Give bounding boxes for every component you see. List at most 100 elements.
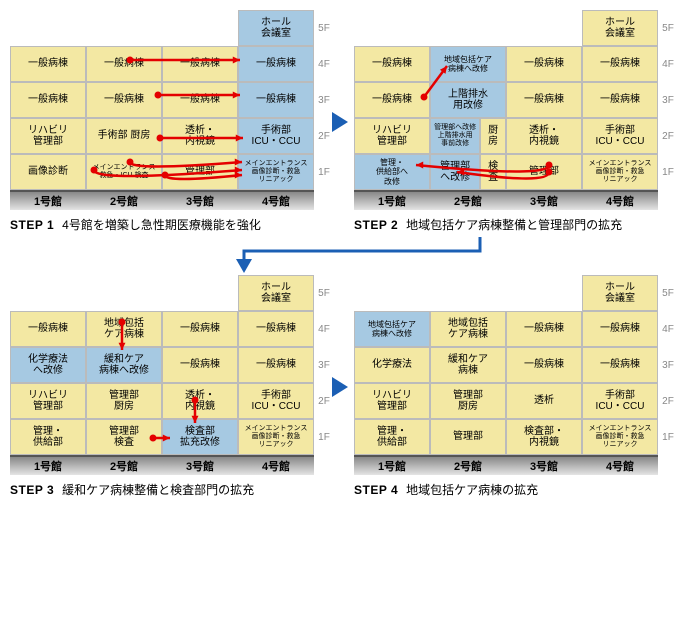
cell: 透析・ 内視鏡 xyxy=(162,118,238,154)
building-label: 3号館 xyxy=(506,455,582,475)
cell: 透析・ 内視鏡 xyxy=(162,383,238,419)
building-label: 1号館 xyxy=(10,455,86,475)
building-label: 4号館 xyxy=(238,190,314,210)
step-title: 地域包括ケア病棟整備と管理部門の拡充 xyxy=(406,218,622,232)
cell: 化学療法 へ改修 xyxy=(10,347,86,383)
cell: 一般病棟 xyxy=(162,46,238,82)
cell: ホール 会議室 xyxy=(238,10,314,46)
step-caption: STEP 1 4号館を増築し急性期医療機能を強化 xyxy=(10,216,320,233)
cell: 管理部 xyxy=(506,154,582,190)
cell: 管理部 厨房 xyxy=(86,383,162,419)
step-4: ホール 会議室地域包括ケア 病棟へ改修地域包括 ケア病棟一般病棟一般病棟化学療法… xyxy=(354,275,664,498)
cell: リハビリ 管理部 xyxy=(10,118,86,154)
step-number: STEP 3 xyxy=(10,483,54,497)
cell: 一般病棟 xyxy=(162,347,238,383)
cell: 地域包括ケア 病棟へ改修 xyxy=(430,46,506,82)
cell: 管理部 へ改修 xyxy=(430,154,480,190)
cell: 手術部 ICU・CCU xyxy=(582,118,658,154)
building-label: 2号館 xyxy=(430,455,506,475)
cell: 管理・ 供給部へ 改修 xyxy=(354,154,430,190)
building-label: 4号館 xyxy=(238,455,314,475)
step-number: STEP 1 xyxy=(10,218,54,232)
building-label: 1号館 xyxy=(354,455,430,475)
cell: 一般病棟 xyxy=(86,82,162,118)
cell: ホール 会議室 xyxy=(238,275,314,311)
cell: 一般病棟 xyxy=(86,46,162,82)
cell: 検 査 xyxy=(480,154,506,190)
cell: 管理部へ改修 上階排水用 事前改修 xyxy=(430,118,480,154)
cell: 一般病棟 xyxy=(354,46,430,82)
step-title: 緩和ケア病棟整備と検査部門の拡充 xyxy=(62,483,254,497)
cell: 透析・ 内視鏡 xyxy=(506,118,582,154)
building-label: 2号館 xyxy=(86,455,162,475)
cell: 一般病棟 xyxy=(506,347,582,383)
cell: 管理・ 供給部 xyxy=(354,419,430,455)
cell: 一般病棟 xyxy=(582,46,658,82)
cell: 手術部 ICU・CCU xyxy=(238,118,314,154)
steps-grid: ホール 会議室一般病棟一般病棟一般病棟一般病棟一般病棟一般病棟一般病棟一般病棟リ… xyxy=(10,10,670,498)
cell: 上階排水 用改修 xyxy=(430,82,506,118)
cell: メインエントランス 画像診断・救急 リニアック xyxy=(582,154,658,190)
cell: 化学療法 xyxy=(354,347,430,383)
cell: 手術部 厨房 xyxy=(86,118,162,154)
cell: リハビリ 管理部 xyxy=(10,383,86,419)
cell: 一般病棟 xyxy=(582,311,658,347)
separator-down xyxy=(10,233,670,275)
cell: 一般病棟 xyxy=(506,82,582,118)
cell: メインエントランス 画像診断・救急 リニアック xyxy=(238,419,314,455)
cell: 一般病棟 xyxy=(162,311,238,347)
floor-labels: 5F4F3F2F1F xyxy=(316,10,332,190)
building-label: 1号館 xyxy=(10,190,86,210)
building-label: 3号館 xyxy=(162,190,238,210)
cell: 手術部 ICU・CCU xyxy=(238,383,314,419)
step-number: STEP 4 xyxy=(354,483,398,497)
step-caption: STEP 4 地域包括ケア病棟の拡充 xyxy=(354,481,664,498)
step-title: 4号館を増築し急性期医療機能を強化 xyxy=(62,218,261,232)
cell: 透析 xyxy=(506,383,582,419)
cell: 一般病棟 xyxy=(238,82,314,118)
cell: メインエントランス 画像診断・救急 リニアック xyxy=(582,419,658,455)
cell: 一般病棟 xyxy=(506,311,582,347)
cell: 一般病棟 xyxy=(354,82,430,118)
cell: 管理・ 供給部 xyxy=(10,419,86,455)
floor-labels: 5F4F3F2F1F xyxy=(660,10,676,190)
cell: ホール 会議室 xyxy=(582,275,658,311)
cell: 検査部・ 内視鏡 xyxy=(506,419,582,455)
floor-labels: 5F4F3F2F1F xyxy=(316,275,332,455)
cell: 緩和ケア 病棟 xyxy=(430,347,506,383)
cell: 一般病棟 xyxy=(238,46,314,82)
building-grid: ホール 会議室地域包括ケア 病棟へ改修地域包括 ケア病棟一般病棟一般病棟化学療法… xyxy=(354,275,658,475)
cell: 地域包括 ケア病棟 xyxy=(86,311,162,347)
cell: 管理部 xyxy=(430,419,506,455)
cell: 厨 房 xyxy=(480,118,506,154)
cell: メインエントランス 画像診断・救急 リニアック xyxy=(238,154,314,190)
cell: 一般病棟 xyxy=(238,311,314,347)
building-label: 4号館 xyxy=(582,190,658,210)
cell: 地域包括ケア 病棟へ改修 xyxy=(354,311,430,347)
cell: 一般病棟 xyxy=(238,347,314,383)
building-label: 4号館 xyxy=(582,455,658,475)
step-title: 地域包括ケア病棟の拡充 xyxy=(406,483,538,497)
step-caption: STEP 3 緩和ケア病棟整備と検査部門の拡充 xyxy=(10,481,320,498)
step-1: ホール 会議室一般病棟一般病棟一般病棟一般病棟一般病棟一般病棟一般病棟一般病棟リ… xyxy=(10,10,320,233)
cell: リハビリ 管理部 xyxy=(354,118,430,154)
cell: 管理部 xyxy=(162,154,238,190)
cell: 一般病棟 xyxy=(10,311,86,347)
separator-right-1 xyxy=(332,112,348,132)
cell: 一般病棟 xyxy=(582,347,658,383)
cell: 一般病棟 xyxy=(10,82,86,118)
cell: 一般病棟 xyxy=(162,82,238,118)
cell: 管理部 検査 xyxy=(86,419,162,455)
cell: 手術部 ICU・CCU xyxy=(582,383,658,419)
building-label: 2号館 xyxy=(86,190,162,210)
building-label: 3号館 xyxy=(162,455,238,475)
cell: 画像診断 xyxy=(10,154,86,190)
cell: 一般病棟 xyxy=(582,82,658,118)
cell: 一般病棟 xyxy=(506,46,582,82)
cell: 緩和ケア 病棟へ改修 xyxy=(86,347,162,383)
step-caption: STEP 2地域包括ケア病棟整備と管理部門の拡充 xyxy=(354,216,664,233)
building-grid: ホール 会議室一般病棟一般病棟一般病棟一般病棟一般病棟一般病棟一般病棟一般病棟リ… xyxy=(10,10,314,210)
building-label: 1号館 xyxy=(354,190,430,210)
step-2: ホール 会議室一般病棟地域包括ケア 病棟へ改修一般病棟一般病棟一般病棟上階排水 … xyxy=(354,10,664,233)
cell: 地域包括 ケア病棟 xyxy=(430,311,506,347)
